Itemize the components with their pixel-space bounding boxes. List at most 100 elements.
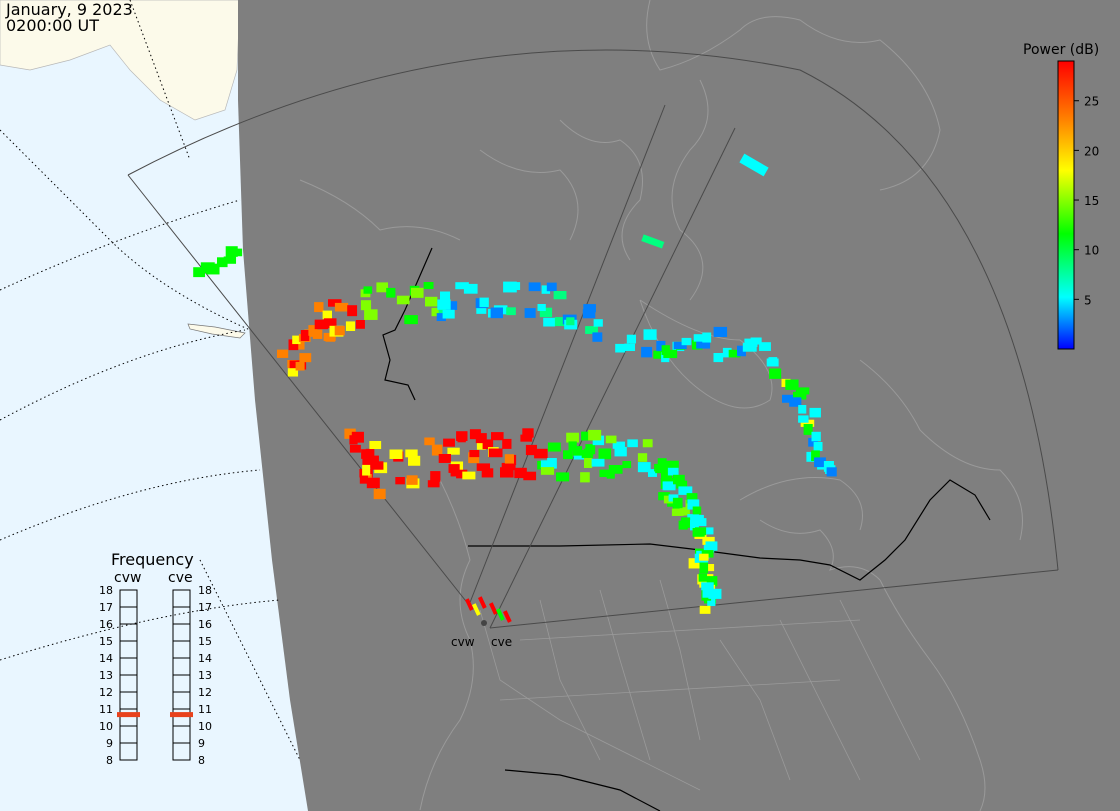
country-borders: [382, 247, 991, 811]
scatter-cell: [599, 469, 610, 478]
frequency-tick-label: 11: [198, 703, 212, 716]
scatter-cell: [200, 262, 215, 273]
scatter-cell: [692, 506, 702, 515]
scatter-cell: [423, 282, 434, 290]
scatter-cell: [547, 458, 557, 469]
scatter-cell: [506, 307, 516, 316]
scatter-cell: [681, 337, 692, 346]
frequency-tick-label: 11: [99, 703, 113, 716]
scatter-cell: [679, 507, 690, 516]
frequency-tick-label: 14: [99, 652, 113, 665]
frequency-marker: [170, 712, 193, 718]
scatter-cell: [584, 458, 593, 468]
colorbar-ticks: 25 20 15 10 5: [1074, 95, 1099, 307]
scatter-cell: [695, 527, 707, 536]
scatter-cell: [509, 282, 521, 291]
scatter-cell: [323, 318, 337, 329]
scatter-cell: [410, 287, 424, 298]
scatter-cell: [823, 461, 834, 472]
colorbar-tick-label: 20: [1084, 144, 1099, 158]
scatter-cell: [404, 315, 418, 325]
scatter-cell: [447, 447, 460, 455]
scatter-cell: [438, 454, 452, 463]
frequency-tick-label: 15: [99, 635, 113, 648]
scatter-cell: [373, 488, 386, 500]
scatter-cell: [501, 462, 516, 471]
scatter-cell: [663, 349, 678, 359]
scatter-cell: [424, 437, 435, 446]
scatter-cell: [543, 317, 556, 327]
scatter-cell: [370, 461, 384, 470]
frequency-gauge-cell: [172, 742, 191, 761]
scatter-cell: [355, 320, 365, 329]
scatter-cell: [572, 446, 583, 456]
map-date: January, 9 2023: [6, 0, 133, 19]
scatter-cell: [463, 283, 478, 294]
scatter-cell: [193, 267, 206, 278]
scatter-cell: [637, 462, 651, 473]
colorbar-tick-label: 10: [1084, 244, 1099, 258]
scatter-cell: [503, 610, 512, 623]
scatter-cell: [706, 576, 718, 587]
scatter-cell: [481, 468, 494, 478]
scatter-cell: [334, 302, 349, 312]
frequency-panel-title: Frequency: [111, 550, 194, 569]
colorbar-tick-label: 5: [1084, 293, 1092, 307]
scatter-cell: [534, 448, 548, 459]
scatter-cell: [789, 397, 802, 407]
scatter-cell: [217, 257, 228, 268]
scatter-cell: [476, 438, 486, 450]
scatter-cell: [608, 465, 623, 474]
scatter-cell: [585, 326, 598, 334]
scatter-cell: [605, 435, 617, 444]
scatter-cell: [624, 343, 636, 351]
scatter-cell: [469, 429, 481, 440]
scatter-cell: [367, 455, 379, 464]
scatter-cell: [809, 407, 821, 418]
scatter-cell: [396, 295, 410, 305]
scatter-cell: [469, 450, 480, 458]
backscatter-cells: [193, 153, 837, 623]
scatter-cell: [583, 448, 593, 457]
scatter-cell: [626, 334, 637, 344]
scatter-cell: [314, 302, 324, 313]
scatter-cell: [345, 321, 356, 331]
frequency-tick-label: 9: [106, 737, 113, 750]
scatter-cell: [464, 598, 474, 611]
scatter-cell: [556, 472, 570, 482]
frequency-tick-label: 10: [99, 720, 113, 733]
scatter-cell: [292, 335, 301, 345]
scatter-cell: [360, 300, 372, 311]
scatter-cell: [614, 446, 627, 457]
radar-site-label-cve: cve: [491, 635, 512, 649]
scatter-cell: [553, 291, 567, 300]
scatter-cell: [702, 536, 715, 545]
scatter-cell: [442, 309, 455, 319]
scatter-cell: [641, 234, 665, 249]
frequency-tick-label: 8: [198, 754, 205, 767]
scatter-cell: [365, 448, 375, 457]
scatter-cell: [547, 442, 561, 452]
frequency-tick-label: 8: [106, 754, 113, 767]
scatter-cell: [782, 394, 796, 403]
frequency-radar-label-cvw: cvw: [114, 570, 141, 586]
scatter-cell: [322, 310, 333, 320]
scatter-cell: [703, 544, 715, 553]
scatter-cell: [673, 341, 687, 350]
scatter-cell: [386, 287, 396, 298]
scatter-cell: [299, 353, 312, 363]
scatter-cell: [288, 339, 299, 351]
colorbar-label: Power (dB): [1023, 42, 1099, 58]
scatter-cell: [359, 474, 369, 484]
scatter-cell: [448, 464, 460, 473]
scatter-cell: [707, 596, 716, 607]
scatter-cell: [520, 434, 533, 442]
scatter-cell: [622, 461, 632, 469]
scatter-cell: [475, 433, 487, 444]
scatter-cell: [440, 291, 451, 303]
scatter-cell: [813, 442, 823, 452]
scatter-cell: [693, 334, 707, 342]
scatter-cell: [681, 517, 691, 528]
